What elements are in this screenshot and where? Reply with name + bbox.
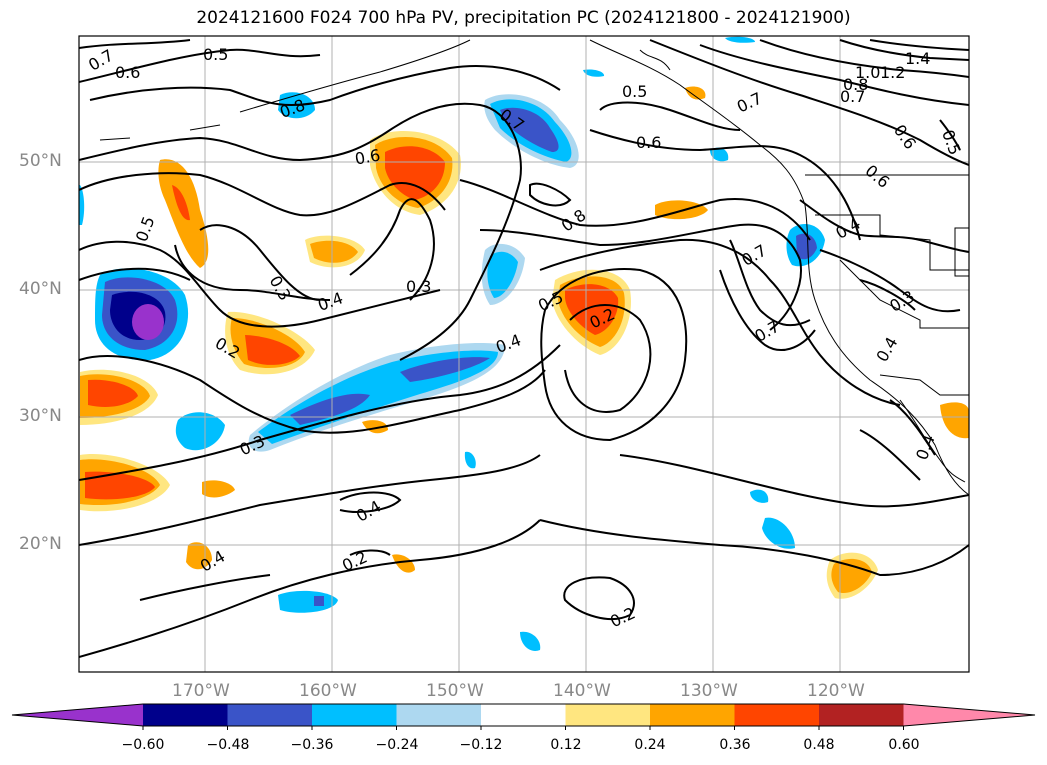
contour-label: 0.5 [622,82,647,101]
colorbar-tick-label: −0.12 [459,737,503,753]
contour-label: 0.6 [636,133,661,152]
colorbar-tick-label: 0.36 [719,737,751,753]
lon-label: 170°W [172,681,230,701]
lat-label: 40°N [19,279,62,299]
lon-label: 160°W [299,681,357,701]
colorbar-tick-label: 0.48 [803,737,835,753]
colorbar-tick-label: −0.24 [375,737,419,753]
lat-label: 30°N [19,406,62,426]
colorbar-segment [396,704,482,726]
colorbar-segment [227,704,313,726]
colorbar [11,703,1036,730]
colorbar-segment [734,704,820,726]
contour-label: 0.6 [115,63,140,82]
contour-label: 0.6 [353,145,381,168]
contour-label: 0.5 [203,45,228,64]
colorbar-tick-label: 0.24 [634,737,666,753]
map-title: 2024121600 F024 700 hPa PV, precipitatio… [196,8,851,28]
lon-label: 150°W [426,681,484,701]
contour-label: 0.7 [840,87,865,106]
lon-label: 130°W [680,681,738,701]
contour-label: 1.2 [880,63,905,82]
map-gridlines [79,36,969,672]
pv-contours [79,39,969,658]
colorbar-segment [565,704,651,726]
contour-label: 0.8 [843,75,868,94]
contour-label: 1.0 [855,63,880,82]
map-frame [78,35,970,673]
colorbar-tick-label: −0.60 [121,737,165,753]
lon-label: 120°W [807,681,865,701]
colorbar-segment [143,704,228,726]
colorbar-segment [819,704,904,726]
colorbar-segment [312,704,397,726]
lat-label: 20°N [19,534,62,554]
contour-label: 0.3 [406,277,431,296]
colorbar-tick-label: 0.60 [888,737,920,753]
colorbar-segment [650,704,735,726]
colorbar-extend-high [903,704,1035,726]
lon-label: 140°W [553,681,611,701]
colorbar-segment [481,704,566,726]
colorbar-extend-low [12,704,143,726]
lat-label: 50°N [19,151,62,171]
colorbar-tick-label: −0.48 [206,737,250,753]
colorbar-tick-label: 0.12 [550,737,582,753]
colorbar-tick-label: −0.36 [290,737,334,753]
contour-label: 1.4 [905,49,930,68]
